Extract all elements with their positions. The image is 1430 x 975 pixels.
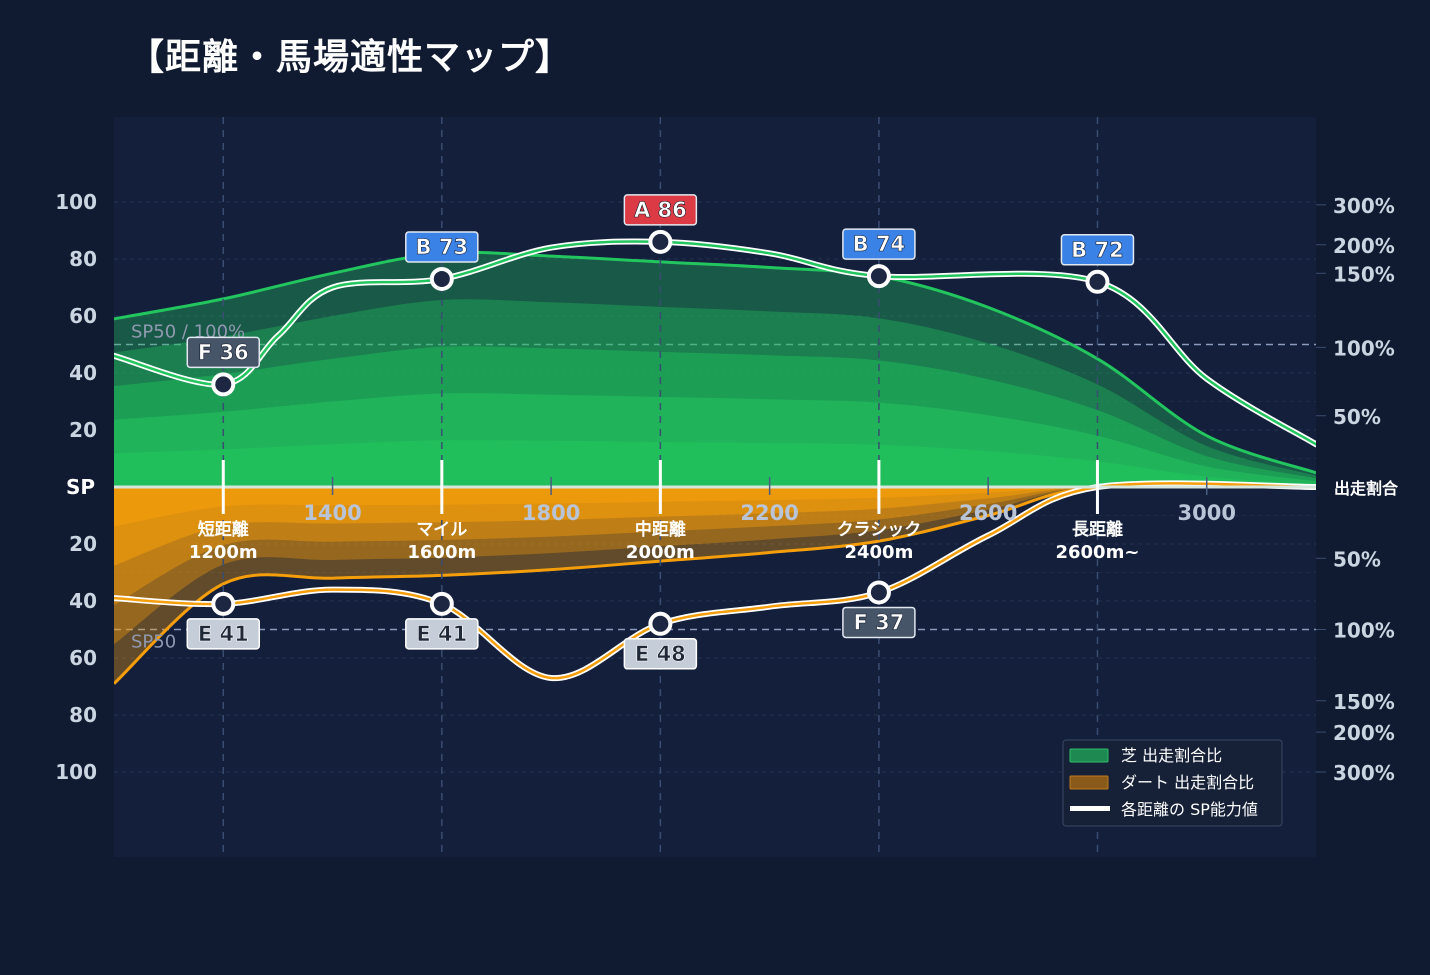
y-tick-label: 20 — [69, 532, 97, 556]
category-distance: 1200m — [189, 542, 258, 563]
legend-box — [1062, 739, 1283, 827]
ratio-band-turf — [114, 440, 1316, 487]
y2-tick-label: 300% — [1333, 761, 1395, 785]
sp-marker-dirt — [648, 611, 673, 636]
sp-marker-dirt — [211, 591, 236, 616]
y-tick-label: 40 — [69, 361, 97, 385]
category-name: 長距離 — [1072, 519, 1123, 540]
y-tick-label: 40 — [69, 589, 97, 613]
sp50-label-lower: SP50 — [131, 632, 176, 653]
x-tick-label: 2200 — [740, 501, 798, 525]
y2-tick-label: 200% — [1333, 721, 1395, 745]
y-tick-label: 60 — [69, 304, 97, 328]
grade-badge — [405, 618, 479, 650]
grade-badge-label: B 72 — [1071, 238, 1124, 262]
y2-tick-label: 150% — [1333, 690, 1395, 714]
category-name: 短距離 — [198, 519, 249, 540]
sp-marker-turf — [211, 372, 236, 397]
y2-tick-label: 200% — [1333, 234, 1395, 258]
legend-swatch-turf — [1069, 748, 1109, 763]
category-distance: 2400m — [844, 542, 913, 563]
legend-label-turf: 芝 出走割合比 — [1121, 746, 1222, 765]
grade-badge-label: A 86 — [634, 198, 687, 222]
sp-marker-turf — [1085, 269, 1110, 294]
legend-label-dirt: ダート 出走割合比 — [1121, 773, 1254, 792]
legend-swatch-dirt — [1069, 775, 1109, 790]
category-distance: 2000m — [626, 542, 695, 563]
category-name: 中距離 — [635, 519, 686, 540]
y-tick-label: 80 — [69, 247, 97, 271]
y-tick-label: 20 — [69, 418, 97, 442]
sp-marker-dirt — [429, 591, 454, 616]
y-tick-label: 80 — [69, 703, 97, 727]
legend: 芝 出走割合比 ダート 出走割合比 各距離の SP能力値 — [1062, 739, 1283, 827]
ratio-edge-turf — [114, 250, 1316, 475]
x-tick-label: 1800 — [522, 501, 580, 525]
legend-swatch-sp — [1070, 806, 1110, 811]
ratio-band-dirt — [114, 486, 1316, 566]
sp-marker-turf — [429, 266, 454, 291]
grade-badge-label: F 37 — [853, 610, 904, 634]
ratio-band-dirt — [114, 486, 1316, 527]
grade-badge — [1060, 234, 1135, 266]
y2-tick-label: 50% — [1333, 547, 1381, 571]
grade-badge — [842, 606, 916, 639]
grade-badge — [186, 336, 261, 369]
grade-badge-label: B 74 — [853, 232, 906, 256]
y2-tick-label: 300% — [1333, 194, 1395, 218]
y2-tick-label: 100% — [1333, 619, 1395, 643]
grade-badge — [186, 618, 261, 650]
grade-badge — [405, 231, 479, 263]
grade-badge — [623, 638, 698, 670]
ratio-band-dirt — [114, 484, 1316, 684]
y-tick-label: 60 — [69, 646, 97, 670]
chart-title: 【距離・馬場適性マップ】 — [128, 37, 573, 78]
sp-markers: F 36 B 73 A 86 B 74 B 72 E 41 E 41 E 48 F 37 — [186, 194, 1135, 670]
category-distance: 2600m~ — [1055, 542, 1139, 563]
ratio-areas — [114, 250, 1316, 685]
grade-badge — [623, 194, 698, 226]
legend-label-sp: 各距離の SP能力値 — [1121, 800, 1258, 819]
y2-tick-label: 100% — [1333, 336, 1395, 360]
y2-tick-label: 50% — [1333, 405, 1381, 429]
y-center-label: SP — [66, 475, 95, 499]
category-name: マイル — [416, 520, 467, 540]
y2-center-label: 出走割合 — [1334, 479, 1399, 498]
sp-marker-turf — [866, 264, 891, 289]
grade-badge-label: B 73 — [416, 235, 469, 259]
grade-badge-label: E 41 — [198, 622, 249, 646]
grade-badge-label: F 36 — [198, 340, 249, 364]
x-tick-label: 2600 — [959, 501, 1017, 525]
y-tick-label: 100 — [55, 190, 97, 214]
category-name: クラシック — [837, 520, 922, 540]
y-tick-label: 100 — [55, 760, 97, 784]
ratio-band-dirt — [114, 485, 1316, 645]
y2-tick-label: 150% — [1333, 262, 1395, 286]
category-distance: 1600m — [407, 542, 476, 563]
grade-badge-label: E 41 — [416, 622, 467, 646]
sp-marker-dirt — [866, 580, 891, 605]
grade-badge — [842, 228, 916, 260]
x-tick-label: 3000 — [1178, 501, 1236, 525]
x-tick-label: 1400 — [303, 501, 361, 525]
axes: SP50 / 100%SP501008060402020406080100SP3… — [55, 190, 1399, 785]
grade-badge-label: E 48 — [635, 642, 686, 666]
sp-marker-turf — [648, 229, 673, 254]
